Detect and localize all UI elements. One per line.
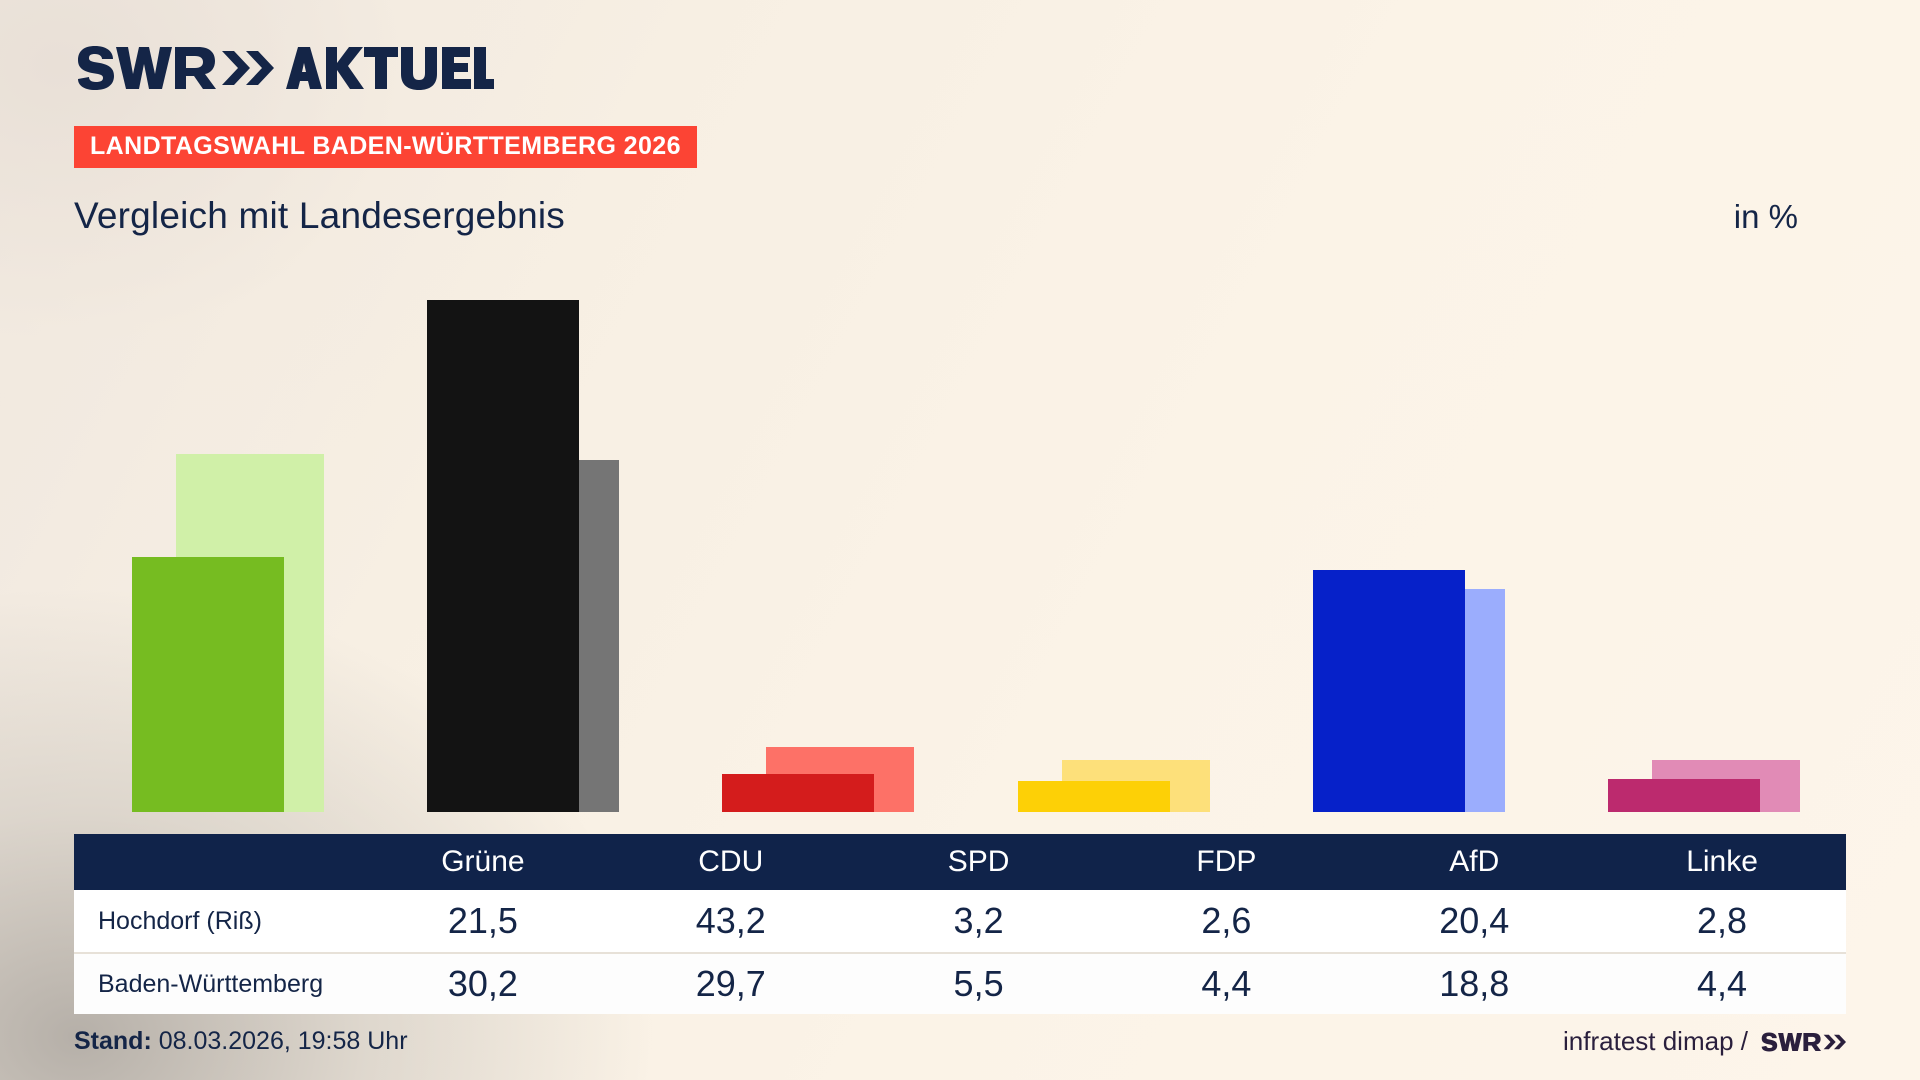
bar-group-cdu bbox=[369, 300, 664, 812]
value-local-cdu: 43,2 bbox=[695, 900, 766, 941]
bar-chart bbox=[74, 300, 1846, 812]
swr-footer-logo bbox=[1760, 1029, 1846, 1055]
bar-front-afd bbox=[1312, 570, 1465, 812]
bar-front-linke bbox=[1608, 778, 1761, 812]
bar-columns bbox=[74, 300, 1846, 812]
column-header-gruene: Grüne bbox=[441, 845, 525, 878]
page-title: Vergleich mit Landesergebnis bbox=[74, 195, 566, 236]
unit-label: in % bbox=[1733, 198, 1798, 235]
column-header-linke: Linke bbox=[1686, 845, 1758, 878]
swr-aktuell-logo-svg bbox=[78, 46, 494, 90]
swr-aktuell-logo bbox=[74, 40, 1846, 96]
swr-footer-logo-svg bbox=[1761, 1032, 1846, 1051]
timestamp-value: 08.03.2026, 19:58 Uhr bbox=[158, 1027, 408, 1055]
timestamp: Stand: 08.03.2026, 19:58 Uhr bbox=[74, 1027, 408, 1056]
table-row: Hochdorf (Riß) 21,5 43,2 3,2 2,6 20,4 2,… bbox=[74, 890, 1846, 952]
results-table: Grüne CDU SPD FDP AfD Linke Hochdorf (Ri… bbox=[74, 834, 1846, 1014]
timestamp-label: Stand: bbox=[74, 1027, 152, 1055]
election-kicker: LANDTAGSWAHL BADEN-WÜRTTEMBERG 2026 bbox=[74, 126, 697, 168]
bar-front-fdp bbox=[1017, 781, 1170, 812]
value-local-spd: 3,2 bbox=[953, 900, 1004, 941]
column-header-cdu: CDU bbox=[698, 845, 764, 878]
bar-group-afd bbox=[1255, 300, 1550, 812]
value-local-afd: 20,4 bbox=[1439, 900, 1510, 941]
bar-front-gruene bbox=[131, 557, 284, 812]
value-state-spd: 5,5 bbox=[953, 963, 1004, 1004]
bar-front-spd bbox=[722, 774, 875, 812]
row-label-state: Baden-Württemberg bbox=[98, 969, 324, 998]
table-row: Baden-Württemberg 30,2 29,7 5,5 4,4 18,8… bbox=[74, 952, 1846, 1014]
bar-group-linke bbox=[1551, 300, 1846, 812]
footer: Stand: 08.03.2026, 19:58 Uhr infratest d… bbox=[74, 1026, 1846, 1057]
election-kicker-container: LANDTAGSWAHL BADEN-WÜRTTEMBERG 2026 bbox=[74, 126, 1846, 168]
source-credit: infratest dimap / bbox=[1563, 1026, 1846, 1057]
value-state-afd: 18,8 bbox=[1439, 963, 1510, 1004]
subtitle-row: Vergleich mit Landesergebnis in % bbox=[74, 195, 1846, 237]
bar-group-fdp bbox=[960, 300, 1255, 812]
column-header-spd: SPD bbox=[947, 845, 1010, 878]
column-header-fdp: FDP bbox=[1196, 845, 1257, 878]
value-local-linke: 2,8 bbox=[1697, 900, 1748, 941]
value-state-cdu: 29,7 bbox=[695, 963, 766, 1004]
column-header-afd: AfD bbox=[1449, 845, 1500, 878]
header: LANDTAGSWAHL BADEN-WÜRTTEMBERG 2026 Verg… bbox=[74, 40, 1846, 237]
row-label-local: Hochdorf (Riß) bbox=[98, 906, 262, 935]
value-local-fdp: 2,6 bbox=[1201, 900, 1252, 941]
bar-front-cdu bbox=[426, 300, 579, 812]
value-state-linke: 4,4 bbox=[1697, 963, 1748, 1004]
table-header-row: Grüne CDU SPD FDP AfD Linke bbox=[74, 834, 1846, 890]
bar-group-spd bbox=[665, 300, 960, 812]
bar-group-gruene bbox=[74, 300, 369, 812]
value-local-gruene: 21,5 bbox=[447, 900, 518, 941]
source-text: infratest dimap / bbox=[1563, 1026, 1748, 1056]
value-state-gruene: 30,2 bbox=[447, 963, 518, 1004]
value-state-fdp: 4,4 bbox=[1201, 963, 1252, 1004]
